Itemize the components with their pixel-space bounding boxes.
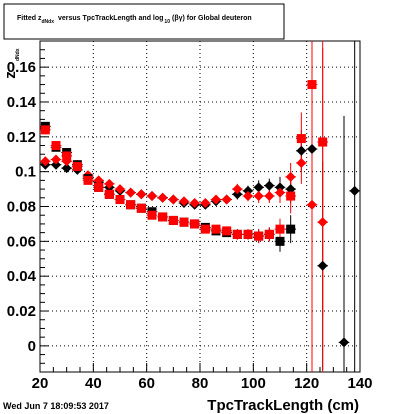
square-marker <box>286 224 296 234</box>
diamond-marker <box>189 198 200 209</box>
diamond-marker <box>317 260 328 271</box>
footer-timestamp: Wed Jun 7 18:09:53 2017 <box>3 401 109 411</box>
grid-lines <box>40 41 360 372</box>
square-marker <box>296 134 306 144</box>
x-tick-label: 120 <box>294 375 319 392</box>
diamond-marker <box>147 191 157 202</box>
square-marker <box>243 229 253 239</box>
square-marker <box>158 212 168 222</box>
y-tick-label: 0.16 <box>7 59 36 76</box>
data-markers <box>40 80 360 348</box>
diamond-marker <box>211 194 221 205</box>
diamond-marker <box>285 171 296 182</box>
square-marker <box>83 175 93 185</box>
square-marker <box>136 203 146 213</box>
square-marker <box>211 224 221 234</box>
x-tick-label: 60 <box>138 375 155 392</box>
diamond-marker <box>339 337 349 348</box>
diamond-marker <box>61 163 72 174</box>
y-tick-label: 0.08 <box>7 199 36 216</box>
square-marker <box>179 217 189 227</box>
x-tick-label: 80 <box>192 375 209 392</box>
x-axis-title: TpcTrackLength (cm) <box>207 397 359 414</box>
tick-labels: 20 40 60 80 100 120 140 0 0.02 0.04 0.06 0.08 0.1 0.1… <box>7 59 373 392</box>
diamond-marker <box>125 187 136 198</box>
diamond-marker <box>275 187 285 198</box>
diamond-marker <box>296 145 307 156</box>
y-tick-label: 0.14 <box>7 94 37 111</box>
square-marker <box>94 182 104 192</box>
y-tick-label: 0.06 <box>7 233 36 250</box>
square-marker <box>72 161 82 171</box>
title-box <box>3 3 285 40</box>
diamond-marker <box>51 154 61 165</box>
diamond-marker <box>307 199 317 210</box>
chart-title: Fitted zdNdx versus TpcTrackLength and lo… <box>17 15 252 25</box>
diamond-marker <box>136 189 147 200</box>
diamond-marker <box>104 178 115 189</box>
diamond-marker <box>200 198 211 209</box>
square-marker <box>200 224 210 234</box>
diamond-marker <box>264 180 275 191</box>
svg-text:dNdx: dNdx <box>15 48 21 61</box>
square-marker <box>264 229 274 239</box>
diamond-marker <box>221 194 232 205</box>
y-tick-label: 0 <box>28 338 36 355</box>
square-marker <box>318 137 328 147</box>
diamond-marker <box>349 185 360 196</box>
y-axis-title: z dNdx <box>2 48 21 78</box>
diamond-marker <box>157 192 168 203</box>
diamond-marker <box>51 159 61 170</box>
diamond-marker <box>168 194 179 205</box>
diamond-marker <box>317 217 328 228</box>
square-marker <box>286 191 296 201</box>
square-marker <box>126 200 136 210</box>
square-marker <box>115 195 125 205</box>
diamond-marker <box>253 191 264 202</box>
square-marker <box>190 219 200 229</box>
diamond-marker <box>296 157 307 168</box>
diamond-marker <box>307 144 317 155</box>
diamond-marker <box>115 184 125 195</box>
square-marker <box>254 231 264 241</box>
diamond-marker <box>232 184 243 195</box>
square-marker <box>275 236 285 246</box>
diamond-marker <box>232 189 243 200</box>
axis-ticks <box>39 49 361 372</box>
diamond-marker <box>264 191 275 202</box>
x-tick-label: 20 <box>32 375 49 392</box>
square-marker <box>104 189 114 199</box>
x-tick-label: 100 <box>241 375 266 392</box>
diamond-marker <box>243 191 253 202</box>
svg-text:z: z <box>2 71 19 79</box>
square-marker <box>62 151 72 161</box>
y-tick-label: 0.04 <box>7 268 37 285</box>
square-marker <box>147 210 157 220</box>
diamond-marker <box>243 185 253 196</box>
diamond-marker <box>253 182 264 193</box>
square-marker <box>168 215 178 225</box>
square-marker <box>307 80 317 90</box>
y-tick-label: 0.1 <box>15 164 36 181</box>
diamond-marker <box>275 182 285 193</box>
square-marker <box>232 229 242 239</box>
square-marker <box>222 226 232 236</box>
square-marker <box>40 125 50 135</box>
y-tick-label: 0.02 <box>7 303 36 320</box>
square-marker <box>275 224 285 234</box>
square-marker <box>51 141 61 151</box>
x-tick-label: 140 <box>347 375 372 392</box>
x-tick-label: 40 <box>85 375 102 392</box>
diamond-marker <box>179 196 189 207</box>
diamond-marker <box>40 156 51 167</box>
y-tick-label: 0.12 <box>7 129 36 146</box>
